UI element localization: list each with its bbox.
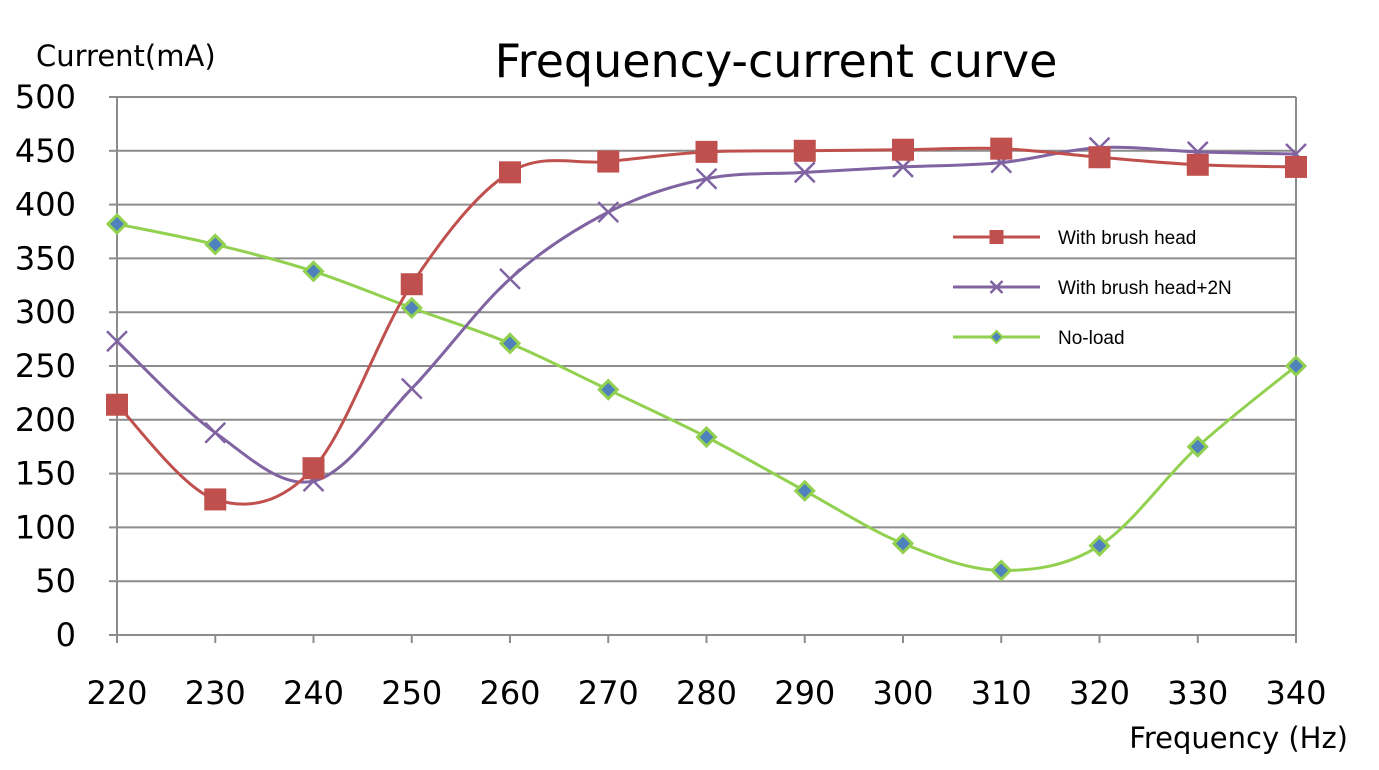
marker-stroke	[499, 267, 521, 290]
y-tick-label: 150	[15, 455, 76, 493]
legend-item: No-load	[953, 328, 1125, 349]
y-tick-label: 200	[15, 401, 76, 439]
series-line	[116, 222, 1297, 572]
x-tick-label: 290	[774, 674, 835, 712]
data-point	[106, 393, 128, 416]
tick-labels: 0 50 100 150 200 250 300 350 400 450 500 220 230 240 2…	[15, 78, 1327, 712]
y-tick-label: 0	[56, 616, 76, 654]
data-point	[204, 421, 227, 444]
legend-marker	[989, 329, 1004, 345]
y-tick-label: 400	[15, 186, 76, 224]
data-point	[695, 425, 718, 449]
data-point	[990, 559, 1013, 582]
y-tick-label: 50	[35, 562, 76, 600]
data-point	[695, 140, 718, 163]
series-markers	[105, 136, 1308, 582]
marker-stroke	[989, 280, 1004, 294]
data-point	[597, 150, 620, 173]
data-point	[400, 273, 423, 296]
marker-stroke	[400, 377, 423, 400]
data-point	[1284, 354, 1308, 378]
x-tick-label: 310	[971, 674, 1032, 712]
marker-stroke	[695, 167, 718, 190]
data-point	[891, 532, 915, 555]
legend-marker	[989, 230, 1004, 244]
y-tick-label: 300	[15, 293, 76, 331]
data-point	[1088, 534, 1111, 557]
marker-stroke	[597, 201, 620, 224]
y-tick-label: 250	[15, 347, 76, 385]
legend: With brush head With brush head+2N No-load	[953, 228, 1232, 349]
y-tick-label: 100	[15, 508, 76, 546]
data-point	[1186, 435, 1209, 458]
x-tick-label: 280	[676, 674, 737, 712]
legend-item: With brush head+2N	[953, 278, 1232, 299]
marker-stroke	[793, 161, 816, 184]
data-point	[302, 457, 325, 480]
chart-title: Frequency-current curve	[495, 34, 1058, 88]
legend-label: No-load	[1058, 328, 1125, 349]
marker-stroke	[204, 421, 227, 444]
legend-item: With brush head	[953, 228, 1196, 249]
x-tick-label: 220	[86, 674, 147, 712]
x-tick-label: 250	[381, 674, 442, 712]
data-point	[892, 138, 914, 161]
data-point	[793, 161, 816, 184]
x-tick-label: 320	[1069, 674, 1130, 712]
y-tick-label: 350	[15, 239, 76, 277]
data-point	[1088, 146, 1111, 169]
x-axis-label: Frequency (Hz)	[1129, 721, 1348, 755]
y-tick-label: 500	[15, 78, 76, 116]
x-tick-label: 330	[1167, 674, 1228, 712]
data-point	[990, 137, 1013, 160]
data-point	[400, 296, 423, 320]
marker-stroke	[106, 330, 128, 353]
legend-label: With brush head+2N	[1058, 278, 1232, 299]
x-tick-label: 270	[578, 674, 639, 712]
data-point	[400, 377, 423, 400]
legend-marker	[989, 280, 1004, 294]
x-tick-label: 300	[872, 674, 933, 712]
data-point	[106, 330, 128, 353]
data-point	[1186, 153, 1209, 176]
x-tick-label: 230	[185, 674, 246, 712]
data-point	[1285, 155, 1307, 178]
data-point	[499, 161, 521, 184]
y-axis-label: Current(mA)	[36, 39, 216, 73]
data-point	[597, 201, 620, 224]
x-tick-label: 340	[1265, 674, 1326, 712]
data-point	[499, 267, 521, 290]
series-lines	[115, 145, 1297, 572]
data-point	[498, 332, 522, 355]
data-point	[204, 488, 227, 511]
data-point	[302, 260, 325, 283]
legend-label: With brush head	[1058, 228, 1196, 249]
data-point	[204, 233, 227, 256]
series-line	[115, 146, 1297, 506]
data-point	[105, 212, 129, 236]
data-point	[793, 479, 816, 502]
data-point	[793, 139, 816, 162]
x-tick-label: 260	[479, 674, 540, 712]
data-point	[695, 167, 718, 190]
data-point	[597, 378, 620, 401]
y-tick-label: 450	[15, 132, 76, 170]
x-tick-label: 240	[283, 674, 344, 712]
